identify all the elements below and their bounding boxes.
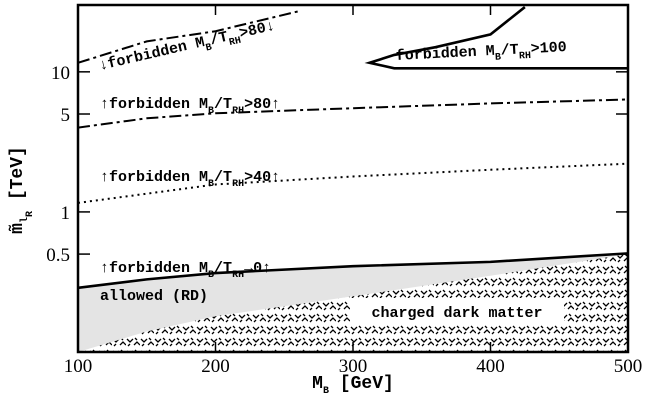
label-part: [GeV] — [329, 374, 394, 394]
label-part: >80↓ — [238, 18, 277, 43]
label-part: B — [323, 386, 329, 397]
label-part: >80↑ — [244, 96, 280, 113]
annotation: ↑forbidden MB/TRH>40↑ — [100, 169, 280, 190]
annotation: allowed (RD) — [100, 288, 208, 305]
label-part: >40↑ — [244, 169, 280, 186]
label-part: forbidden M — [395, 43, 495, 65]
x-tick-label: 100 — [64, 356, 93, 377]
x-axis-label: MB [GeV] — [312, 374, 394, 397]
label-part: →0↑ — [244, 260, 271, 277]
x-tick-label: 500 — [614, 356, 643, 377]
y-axis-label: m̃lR [TeV] — [7, 146, 36, 234]
label-part: allowed (RD) — [100, 288, 208, 305]
annotation: charged dark matter — [371, 305, 542, 322]
label-part: RH — [232, 270, 244, 281]
label-box — [350, 298, 564, 325]
label-part: /T — [208, 29, 229, 50]
label-part: R — [25, 211, 36, 217]
label-part: B — [495, 53, 502, 64]
label-part: ↑forbidden M — [100, 260, 208, 277]
label-part: B — [208, 179, 214, 190]
label-part: B — [208, 270, 214, 281]
x-tick-label: 300 — [339, 356, 368, 377]
label-part: M — [312, 374, 323, 394]
contour-line — [78, 98, 628, 129]
annotation: ↑forbidden MB/TRH>80↑ — [100, 96, 280, 117]
label-part: B — [205, 42, 213, 54]
label-part: RH — [519, 51, 532, 63]
x-tick-label: 200 — [201, 356, 230, 377]
x-tick-label: 400 — [476, 356, 505, 377]
label-part: RH — [232, 179, 244, 190]
label-part: /T — [214, 260, 232, 277]
contour-line — [78, 252, 628, 290]
contour-line — [364, 6, 628, 70]
y-tick-label: 5 — [61, 105, 71, 126]
annotation: ↑forbidden MB/TRH→0↑ — [100, 260, 271, 281]
contour-line — [78, 162, 628, 204]
label-part: >100 — [530, 39, 567, 58]
label-part: RH — [228, 36, 242, 49]
label-part: B — [208, 106, 214, 117]
label-part: RH — [232, 106, 244, 117]
label-part: charged dark matter — [371, 305, 542, 322]
label-part: /T — [500, 42, 519, 60]
label-part: l — [19, 217, 31, 223]
y-tick-label: 1 — [61, 203, 71, 224]
label-part: [TeV] — [8, 146, 28, 211]
y-tick-label: 10 — [51, 63, 70, 84]
label-part: m̃ — [7, 223, 28, 234]
label-part: ↑forbidden M — [100, 169, 208, 186]
label-part: ↑forbidden M — [100, 96, 208, 113]
label-part: /T — [214, 96, 232, 113]
annotation: forbidden MB/TRH>100 — [395, 39, 567, 69]
label-part: /T — [214, 169, 232, 186]
y-tick-label: 0.5 — [46, 245, 70, 266]
